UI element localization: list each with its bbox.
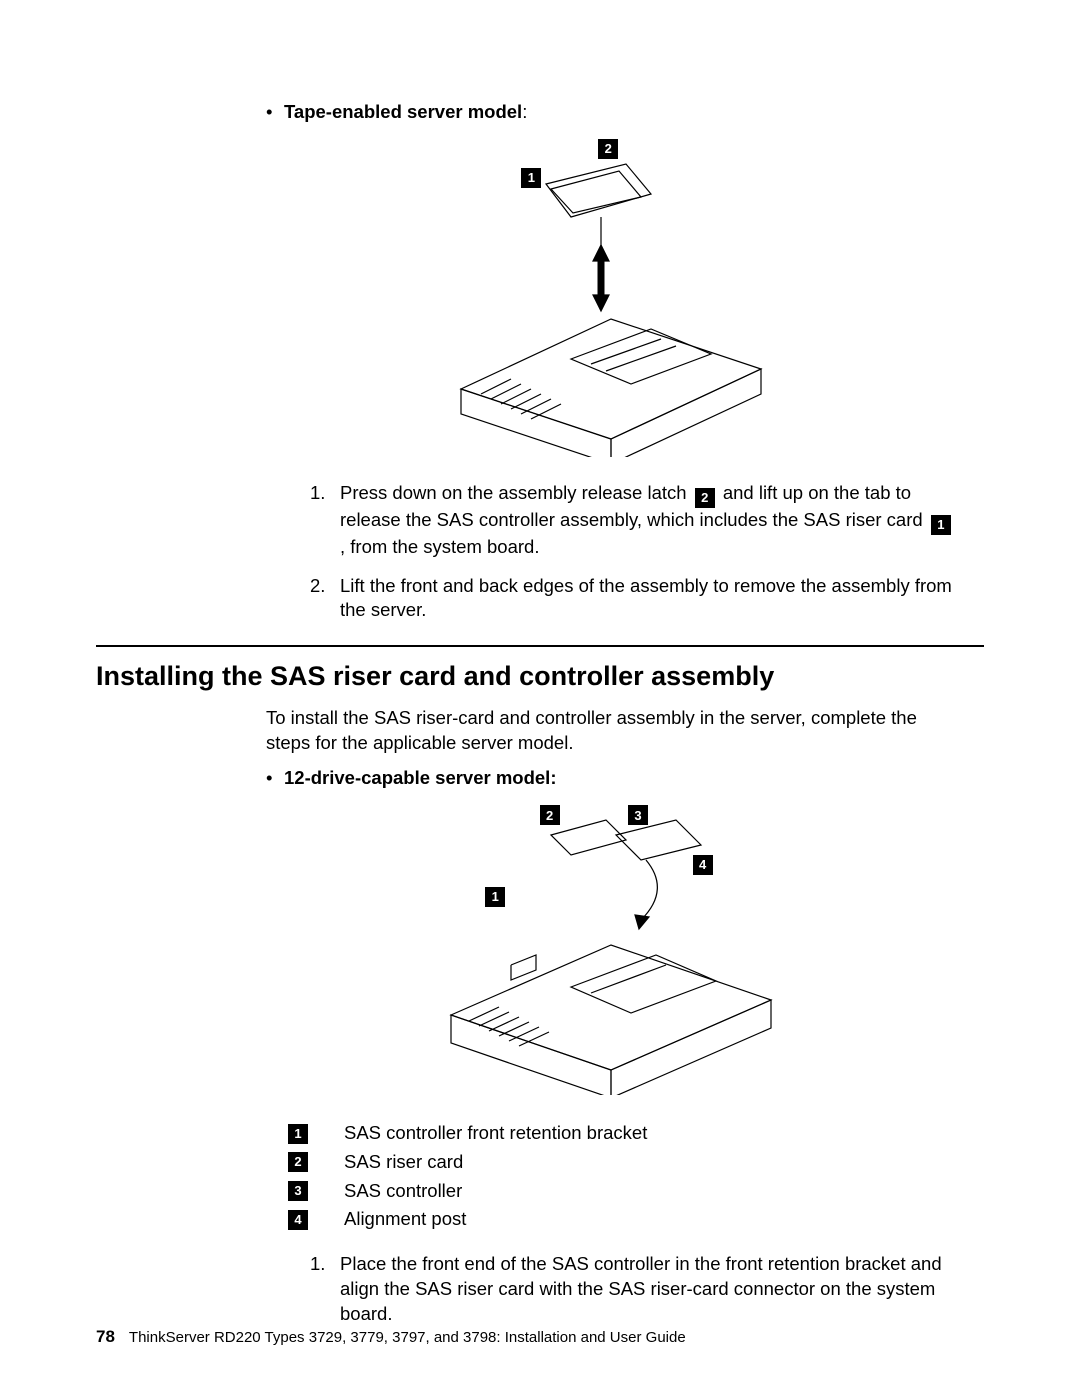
page-number: 78 bbox=[96, 1327, 115, 1347]
step-text: Press down on the assembly release latch… bbox=[340, 481, 956, 560]
legend-label: SAS controller front retention bracket bbox=[344, 1119, 647, 1148]
callout-1: 1 bbox=[521, 168, 541, 188]
drive-model-label: 12-drive-capable server model: bbox=[284, 766, 557, 791]
callout-4: 4 bbox=[693, 855, 713, 875]
legend-row: 4 Alignment post bbox=[288, 1205, 956, 1234]
step-text: Place the front end of the SAS controlle… bbox=[340, 1252, 956, 1327]
tape-model-bullet: • Tape-enabled server model: bbox=[266, 100, 956, 125]
section-block: To install the SAS riser-card and contro… bbox=[266, 706, 956, 1327]
legend-row: 3 SAS controller bbox=[288, 1177, 956, 1206]
legend-label: SAS riser card bbox=[344, 1148, 463, 1177]
section-steps: 1. Place the front end of the SAS contro… bbox=[288, 1252, 956, 1327]
section-rule bbox=[96, 645, 984, 647]
step-number: 1. bbox=[310, 481, 340, 560]
callout-2: 2 bbox=[598, 139, 618, 159]
tape-model-label: Tape-enabled server model bbox=[284, 101, 522, 122]
drive-model-bullet: • 12-drive-capable server model: bbox=[266, 766, 956, 791]
legend-num: 1 bbox=[288, 1124, 308, 1144]
inline-callout-2: 2 bbox=[695, 488, 715, 508]
legend-label: SAS controller bbox=[344, 1177, 462, 1206]
legend-num: 4 bbox=[288, 1210, 308, 1230]
section-title: Installing the SAS riser card and contro… bbox=[96, 661, 984, 692]
page-footer: 78 ThinkServer RD220 Types 3729, 3779, 3… bbox=[96, 1327, 686, 1347]
top-block: • Tape-enabled server model: bbox=[266, 100, 956, 623]
legend-label: Alignment post bbox=[344, 1205, 466, 1234]
inline-callout-1: 1 bbox=[931, 515, 951, 535]
top-steps: 1. Press down on the assembly release la… bbox=[288, 481, 956, 623]
footer-text: ThinkServer RD220 Types 3729, 3779, 3797… bbox=[129, 1329, 686, 1346]
legend-num: 2 bbox=[288, 1152, 308, 1172]
legend-num: 3 bbox=[288, 1181, 308, 1201]
tape-model-colon: : bbox=[522, 101, 527, 122]
legend-row: 2 SAS riser card bbox=[288, 1148, 956, 1177]
callout-1: 1 bbox=[485, 887, 505, 907]
server-illustration-top bbox=[451, 139, 771, 457]
section-intro: To install the SAS riser-card and contro… bbox=[266, 706, 956, 756]
bullet-dot: • bbox=[266, 100, 284, 125]
top-step-1: 1. Press down on the assembly release la… bbox=[310, 481, 956, 560]
server-illustration-bottom bbox=[441, 805, 781, 1095]
step-text: Lift the front and back edges of the ass… bbox=[340, 574, 956, 624]
callout-2: 2 bbox=[540, 805, 560, 825]
step-number: 2. bbox=[310, 574, 340, 624]
bullet-dot: • bbox=[266, 766, 284, 791]
figure-tape-model: 1 2 bbox=[451, 139, 771, 457]
figure-drive-model: 1 2 3 4 bbox=[441, 805, 781, 1095]
callout-legend: 1 SAS controller front retention bracket… bbox=[288, 1119, 956, 1234]
legend-row: 1 SAS controller front retention bracket bbox=[288, 1119, 956, 1148]
step-number: 1. bbox=[310, 1252, 340, 1327]
callout-3: 3 bbox=[628, 805, 648, 825]
page: • Tape-enabled server model: bbox=[0, 0, 1080, 1397]
top-step-2: 2. Lift the front and back edges of the … bbox=[310, 574, 956, 624]
section-step-1: 1. Place the front end of the SAS contro… bbox=[310, 1252, 956, 1327]
